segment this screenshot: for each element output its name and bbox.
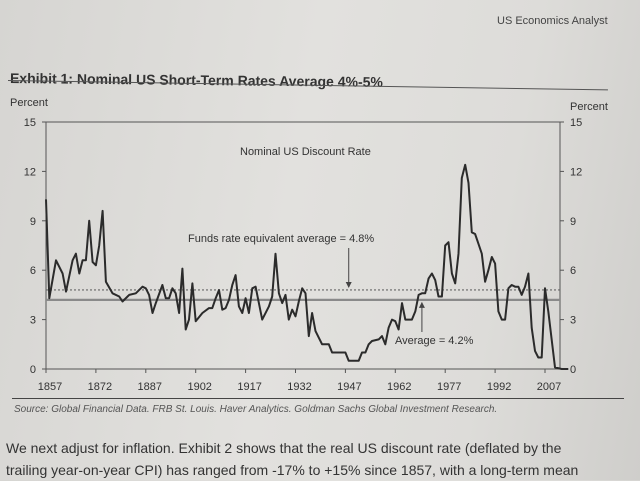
x-tick-label: 1947 [337, 381, 361, 393]
chart-title: Nominal US Discount Rate [240, 146, 371, 158]
y-axis-label-left: Percent [10, 97, 48, 109]
x-tick-label: 2007 [537, 381, 561, 393]
y-tick-label-left: 3 [30, 315, 36, 327]
arrowhead-icon [345, 281, 352, 288]
y-tick-label-left: 9 [30, 216, 36, 228]
source-note: Source: Global Financial Data. FRB St. L… [14, 404, 498, 415]
y-tick-label-right: 15 [570, 117, 582, 129]
x-tick-label: 1962 [387, 381, 411, 393]
x-tick-label: 1917 [237, 381, 261, 393]
y-tick-label-right: 12 [570, 166, 582, 178]
x-tick-label: 1857 [38, 381, 62, 393]
funds-rate-average-label: Funds rate equivalent average = 4.8% [188, 233, 374, 245]
x-tick-label: 1887 [138, 381, 162, 393]
body-line: trailing year-on-year CPI) has ranged fr… [6, 462, 579, 478]
average-label: Average = 4.2% [395, 335, 474, 347]
y-tick-label-right: 9 [570, 216, 576, 228]
y-axis-label-right: Percent [570, 101, 608, 113]
x-tick-label: 1977 [437, 381, 461, 393]
source-rule [12, 398, 624, 399]
y-tick-label-right: 3 [570, 315, 576, 327]
y-tick-label-right: 6 [570, 265, 576, 277]
y-tick-label-left: 12 [24, 166, 36, 178]
y-tick-label-left: 6 [30, 265, 36, 277]
x-tick-label: 1992 [487, 381, 511, 393]
y-tick-label-right: 0 [570, 364, 576, 376]
x-tick-label: 1902 [187, 381, 211, 393]
y-tick-label-left: 0 [30, 364, 36, 376]
x-tick-label: 1932 [287, 381, 311, 393]
plot-frame [45, 121, 561, 370]
publication-header: US Economics Analyst [497, 15, 608, 27]
body-line: We next adjust for inflation. Exhibit 2 … [6, 440, 562, 456]
series-line [45, 163, 569, 370]
chart: Percent Percent Nominal US Discount Rate… [10, 97, 608, 393]
y-tick-label-left: 15 [24, 117, 36, 129]
x-tick-label: 1872 [88, 381, 112, 393]
body-text: We next adjust for inflation. Exhibit 2 … [6, 437, 578, 481]
arrowhead-icon [418, 301, 425, 308]
